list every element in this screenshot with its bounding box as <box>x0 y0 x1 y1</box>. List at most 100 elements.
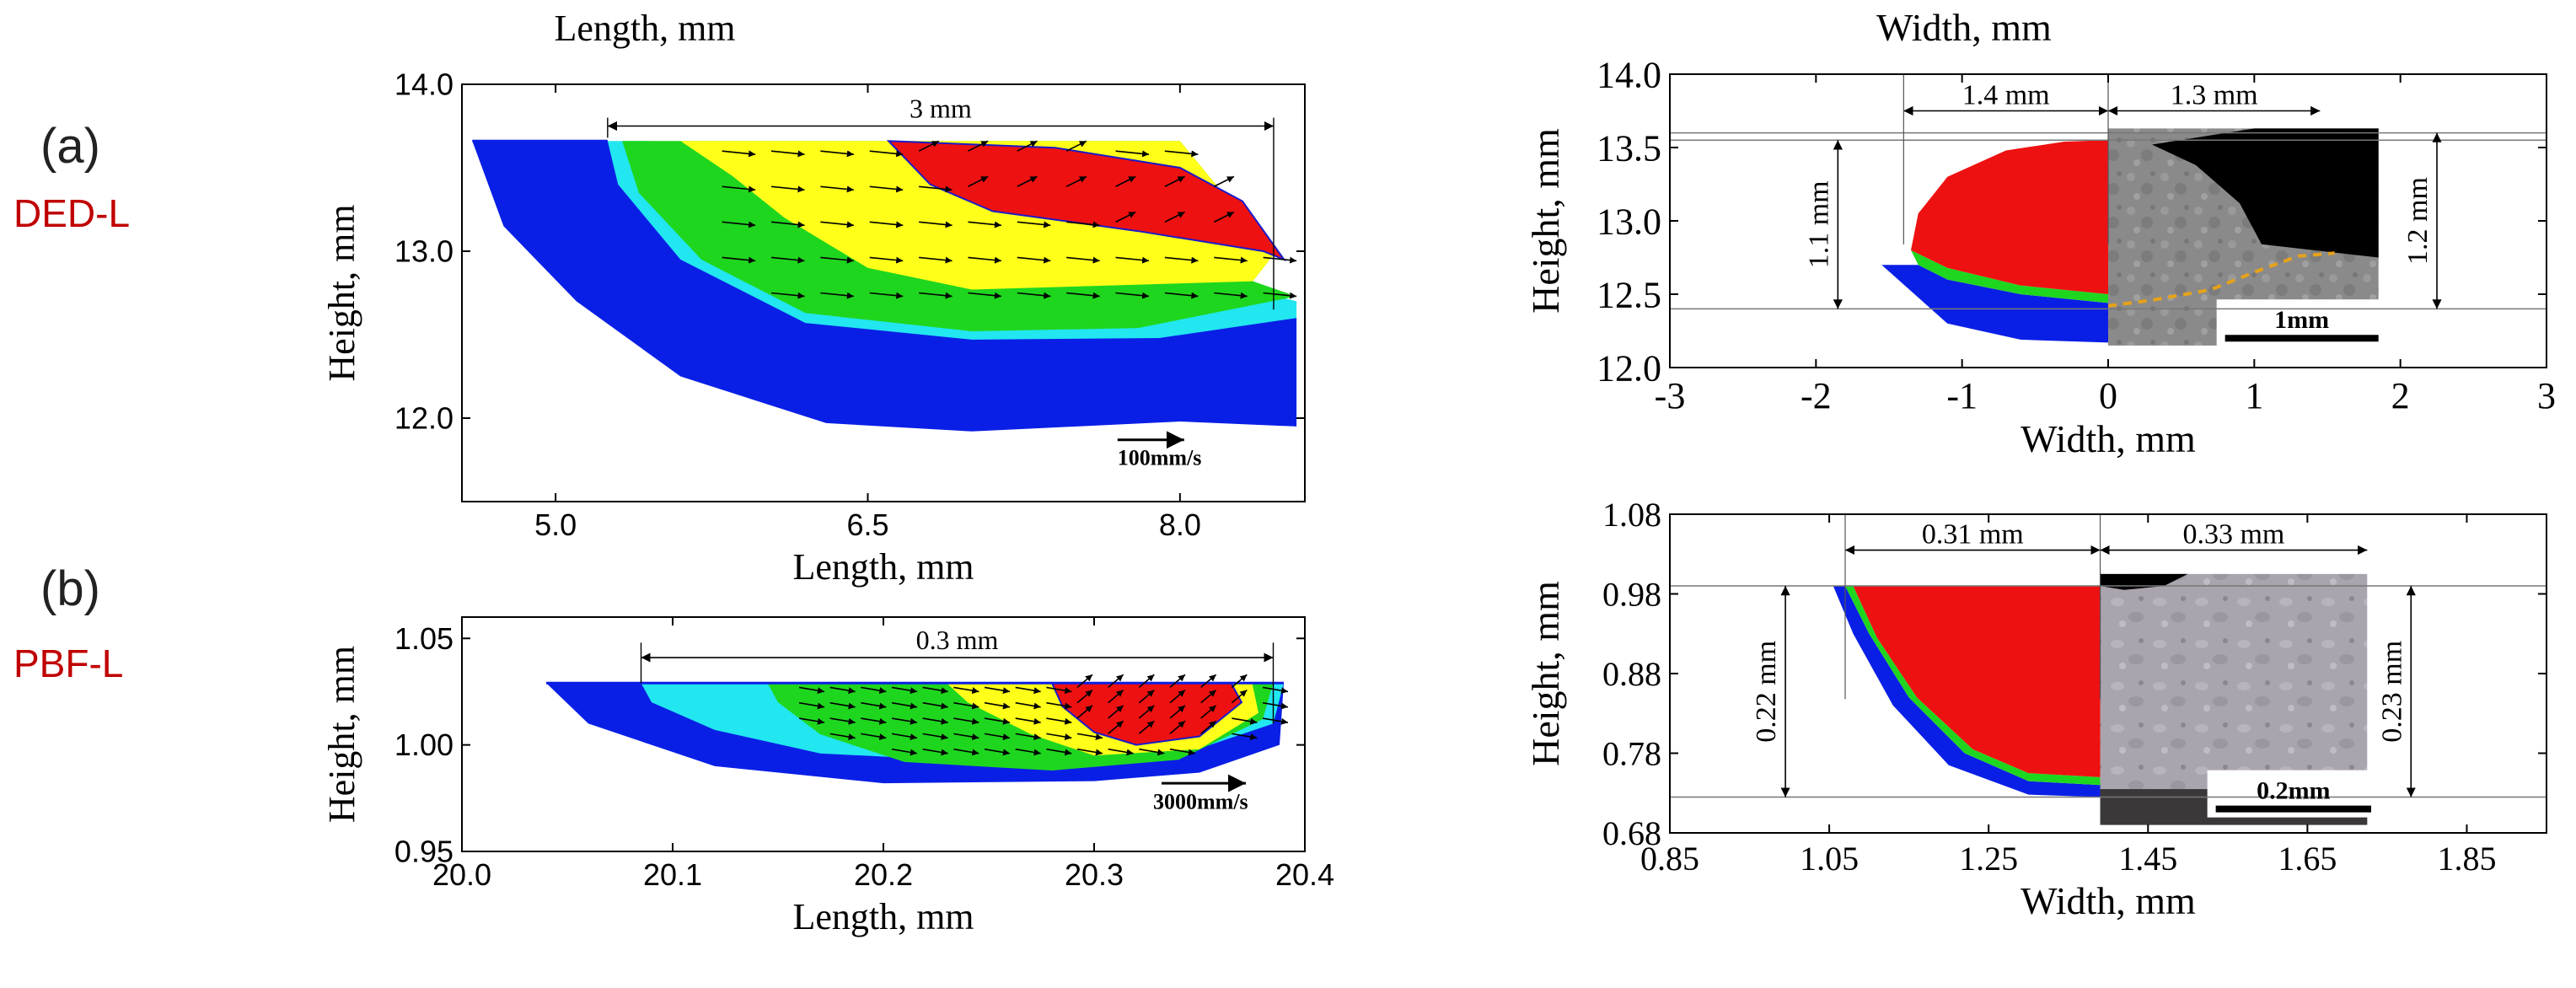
velocity-arrow <box>1214 292 1248 299</box>
melt-pool-contours <box>472 139 1297 432</box>
velocity-arrow <box>1213 175 1235 187</box>
y-tick-label: 14.0 <box>1597 54 1661 95</box>
velocity-arrow <box>1262 717 1289 725</box>
velocity-arrow <box>1046 701 1072 710</box>
y-tick-label: 1.08 <box>1602 496 1661 534</box>
velocity-arrow <box>1066 292 1100 299</box>
y-axis-label: Height, mm <box>1524 581 1567 766</box>
velocity-scale-label: 100mm/s <box>1118 445 1202 470</box>
y-tick-label: 12.0 <box>1597 347 1661 389</box>
velocity-arrow <box>770 185 805 193</box>
velocity-arrow <box>798 686 825 695</box>
x-tick-label: 1.85 <box>2437 840 2496 878</box>
scale-bar-label: 1mm <box>2274 306 2329 334</box>
velocity-arrow <box>1169 748 1196 756</box>
panel-b-process-label: PBF-L <box>13 642 124 685</box>
melt-pool-contours <box>1881 140 2108 343</box>
region-green <box>1911 250 2108 303</box>
velocity-arrow <box>1015 686 1041 695</box>
velocity-arrow <box>861 733 887 741</box>
y-tick-label: 13.5 <box>1597 127 1661 169</box>
velocity-arrow <box>820 221 854 228</box>
x-tick-label: 0.85 <box>1640 840 1699 878</box>
velocity-arrow <box>1015 717 1041 725</box>
panel-b-cross-section-chart: 0.31 mm 0.33 mm 0.22 mm 0.23 mm 0.85 1.05 1.2… <box>1524 496 2547 922</box>
y-tick-label: 12.5 <box>1597 274 1661 315</box>
velocity-arrow <box>1065 175 1087 187</box>
velocity-arrow <box>1169 674 1186 689</box>
x-tick-label: 20.4 <box>1275 857 1334 892</box>
x-axis-label: Length, mm <box>792 546 974 588</box>
width-dimension-label: 1.3 mm <box>2171 80 2258 111</box>
x-axis-label: Length, mm <box>792 896 974 937</box>
velocity-arrow <box>922 733 948 741</box>
velocity-arrow <box>953 748 979 756</box>
velocity-arrow <box>829 717 856 725</box>
fusion-boundary-trace <box>2107 251 2335 308</box>
panel-a-simulation-chart: Length, mm 5.0 6.5 8.0 12.0 13.0 14.0 Length,… <box>321 8 1306 588</box>
micrograph-image <box>2107 128 2387 347</box>
velocity-arrow <box>1138 689 1155 704</box>
velocity-arrow <box>1017 175 1038 187</box>
velocity-arrow <box>1015 701 1041 710</box>
velocity-arrow <box>1231 689 1248 704</box>
velocity-arrow <box>891 733 918 741</box>
velocity-arrow <box>1169 689 1186 704</box>
x-tick-label: 1.05 <box>1800 840 1859 878</box>
velocity-arrow <box>1200 689 1217 704</box>
y-tick-label: 0.68 <box>1602 814 1661 852</box>
panel-a-letter: (a) <box>40 119 100 174</box>
velocity-arrow <box>798 717 825 725</box>
height-dimension-label: 1.2 mm <box>2402 177 2434 265</box>
velocity-arrow <box>1108 705 1124 719</box>
panel-a-process-label: DED-L <box>13 191 131 235</box>
velocity-arrow <box>1017 221 1051 228</box>
x-tick-label: 1 <box>2245 375 2263 416</box>
dimension-annotations: 0.31 mm 0.33 mm 0.22 mm 0.23 mm <box>1670 514 2546 798</box>
velocity-arrow <box>829 733 856 741</box>
velocity-arrow <box>1046 686 1072 695</box>
axis-ticks: -3 -2 -1 0 1 2 3 12.0 12.5 13.0 13.5 14.0 <box>1597 54 2556 416</box>
velocity-arrow <box>1076 674 1093 689</box>
velocity-arrow <box>984 701 1011 710</box>
velocity-arrow <box>770 150 805 158</box>
y-tick-label: 0.78 <box>1602 735 1661 773</box>
velocity-arrow <box>984 733 1011 741</box>
micrograph-image <box>2100 573 2380 825</box>
micrograph-dark-area <box>2152 128 2379 258</box>
velocity-arrow <box>1138 705 1155 719</box>
velocity-arrow <box>1108 674 1124 689</box>
velocity-arrow <box>861 701 887 710</box>
velocity-arrow <box>1200 720 1217 734</box>
velocity-arrow <box>919 185 953 193</box>
velocity-arrow <box>922 717 948 725</box>
velocity-arrow <box>953 701 979 710</box>
velocity-arrow <box>1015 733 1041 741</box>
velocity-arrow <box>968 175 989 187</box>
y-tick-label: 0.98 <box>1602 576 1661 614</box>
velocity-arrow <box>1231 674 1248 689</box>
velocity-arrow <box>869 256 904 264</box>
velocity-arrow <box>984 717 1011 725</box>
x-tick-label: 6.5 <box>846 507 888 542</box>
top-axis-label: Width, mm <box>1876 6 2052 49</box>
velocity-arrow <box>869 185 904 193</box>
velocity-arrow <box>1262 686 1289 695</box>
x-axis-label: Width, mm <box>2021 879 2196 922</box>
dimension-annotations <box>607 117 1275 449</box>
y-tick-label: 1.00 <box>394 728 453 762</box>
velocity-arrow <box>1214 256 1248 264</box>
velocity-arrow <box>869 150 904 158</box>
panel-a-cross-section-chart: Width, mm 1.4 mm 1.3 mm1.1 mm 1.2 mm -3 -2-… <box>1524 6 2556 460</box>
velocity-arrow <box>869 221 904 228</box>
x-tick-label: 1.45 <box>2118 840 2177 878</box>
y-tick-label: 13.0 <box>394 234 453 269</box>
velocity-arrow <box>1076 733 1103 741</box>
velocity-arrow <box>722 256 756 264</box>
velocity-arrow <box>1169 705 1186 719</box>
velocity-field-arrows <box>722 140 1297 299</box>
velocity-arrow <box>922 701 948 710</box>
x-tick-label: -2 <box>1801 375 1832 416</box>
velocity-arrow <box>968 292 1002 299</box>
